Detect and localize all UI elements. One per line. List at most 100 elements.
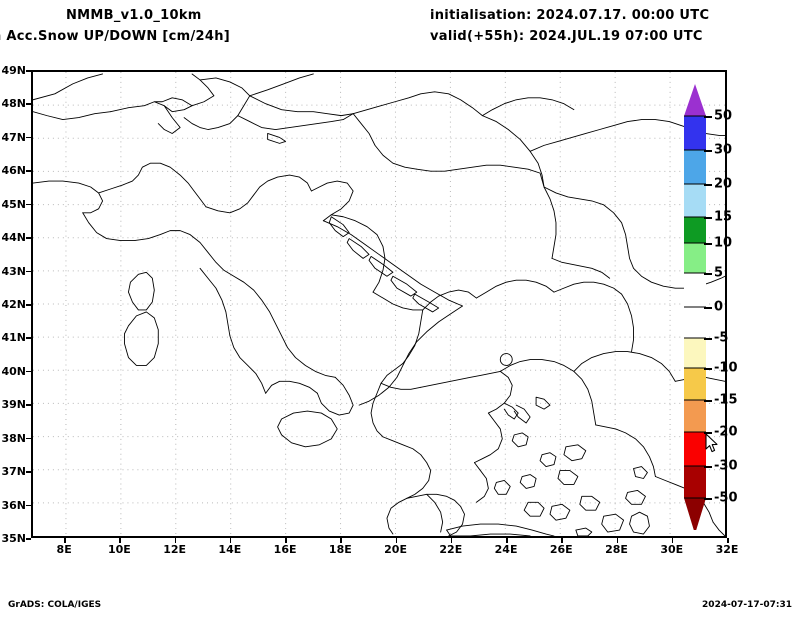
x-tick-label: 10E: [107, 543, 131, 556]
y-tick-mark: [26, 103, 31, 105]
model-name-label: NMMB_v1.0_10km: [66, 8, 202, 23]
y-tick-mark: [26, 370, 31, 373]
colorbar-tick-mark: [704, 338, 712, 340]
y-tick-mark: [26, 538, 31, 540]
colorbar-tick-label: 5: [714, 265, 724, 281]
x-tick-mark: [506, 538, 508, 543]
grads-credit: GrADS: COLA/IGES: [8, 600, 102, 610]
colorbar-svg: [684, 84, 706, 534]
colorbar-segment: [684, 368, 706, 400]
x-tick-label: 8E: [56, 543, 72, 556]
colorbar-tick-mark: [704, 184, 712, 186]
y-tick-label: 41N: [1, 331, 26, 345]
colorbar-bottom-arrow: [684, 498, 706, 534]
colorbar-tick-mark: [704, 368, 712, 370]
colorbar-tick-label: -30: [714, 458, 738, 474]
y-tick-label: 39N: [1, 398, 26, 412]
colorbar-tick-mark: [704, 243, 712, 245]
colorbar-segment: [684, 116, 706, 150]
map-plot-area[interactable]: [31, 70, 727, 538]
x-tick-mark: [340, 538, 342, 543]
x-axis-labels: 8E 10E 12E 14E 16E 18E 20E 22E 24E 26E 28E 30E 32E: [0, 538, 800, 559]
y-tick-mark: [26, 136, 31, 139]
x-tick-label: 30E: [660, 543, 684, 556]
y-tick-mark: [26, 304, 31, 306]
y-tick-mark: [26, 170, 31, 172]
x-tick-mark: [561, 538, 563, 543]
x-tick-label: 14E: [218, 543, 242, 556]
y-tick-label: 40N: [1, 364, 26, 378]
colorbar-tick-label: 10: [714, 235, 733, 251]
x-tick-mark: [671, 538, 674, 543]
colorbar-segment: [684, 273, 706, 307]
colorbar-tick-mark: [704, 400, 712, 402]
y-tick-label: 38N: [1, 431, 26, 445]
colorbar-segment: [684, 307, 706, 338]
y-tick-label: 37N: [1, 465, 26, 479]
y-tick-label: 42N: [1, 298, 26, 311]
colorbar-tick-label: 20: [714, 176, 733, 192]
x-tick-label: 20E: [384, 543, 407, 556]
colorbar-segment: [684, 338, 706, 368]
y-tick-mark: [26, 504, 31, 507]
y-tick-mark: [26, 70, 31, 72]
colorbar-segment: [684, 400, 706, 432]
colorbar-tick-mark: [704, 150, 712, 152]
y-tick-mark: [26, 203, 31, 206]
y-tick-label: 35N: [1, 532, 26, 545]
colorbar-segment: [684, 184, 706, 217]
x-tick-label: 32E: [715, 543, 739, 556]
colorbar-tick-label: -15: [714, 392, 738, 408]
colorbar-tick-label: 0: [714, 299, 724, 315]
y-tick-mark: [26, 471, 31, 473]
y-tick-label: 45N: [1, 197, 26, 211]
colorbar-segment: [684, 243, 706, 273]
x-tick-label: 12E: [163, 543, 187, 556]
y-tick-label: 46N: [1, 164, 26, 178]
x-tick-mark: [450, 538, 453, 543]
y-tick-label: 44N: [1, 231, 26, 245]
colorbar-tick-mark: [704, 498, 712, 500]
coastlines-and-borders: [33, 73, 725, 536]
x-tick-mark: [727, 538, 729, 543]
y-tick-mark: [26, 270, 31, 273]
x-tick-mark: [616, 538, 619, 543]
map-svg: [33, 72, 725, 536]
colorbar-segment: [684, 466, 706, 498]
y-tick-mark: [26, 404, 31, 406]
y-tick-mark: [26, 337, 31, 339]
field-name-label: n Acc.Snow UP/DOWN [cm/24h]: [0, 29, 231, 44]
x-tick-label: 22E: [439, 543, 463, 556]
header: NMMB_v1.0_10km n Acc.Snow UP/DOWN [cm/24…: [0, 0, 800, 56]
colorbar-tick-label: 30: [714, 142, 733, 158]
x-tick-label: 18E: [328, 543, 352, 556]
y-tick-mark: [26, 437, 31, 440]
valid-time-label: valid(+55h): 2024.JUL.19 07:00 UTC: [430, 29, 703, 44]
colorbar-tick-mark: [704, 217, 712, 219]
gridlines: [33, 72, 725, 536]
colorbar-tick-mark: [704, 116, 712, 118]
x-tick-label: 16E: [273, 543, 297, 556]
x-tick-mark: [229, 538, 232, 543]
y-tick-label: 36N: [1, 498, 26, 512]
y-tick-label: 48N: [1, 97, 26, 111]
colorbar-segment: [684, 432, 706, 466]
x-tick-label: 26E: [549, 543, 573, 556]
x-tick-mark: [174, 538, 177, 543]
colorbar-tick-label: -50: [714, 490, 738, 506]
colorbar-tick-label: -20: [714, 424, 738, 440]
colorbar-tick-label: -10: [714, 360, 738, 376]
colorbar-tick-mark: [704, 307, 712, 309]
x-tick-mark: [64, 538, 66, 543]
y-tick-label: 47N: [1, 130, 26, 144]
colorbar-tick-label: 50: [714, 108, 733, 124]
colorbar[interactable]: [683, 78, 707, 534]
x-tick-label: 28E: [605, 543, 628, 556]
y-tick-mark: [26, 237, 31, 239]
x-tick-mark: [285, 538, 287, 543]
y-tick-label: 49N: [1, 64, 26, 77]
colorbar-segment: [684, 217, 706, 243]
colorbar-tick-mark: [704, 432, 712, 434]
colorbar-tick-label: 15: [714, 209, 733, 225]
colorbar-segment: [684, 150, 706, 184]
